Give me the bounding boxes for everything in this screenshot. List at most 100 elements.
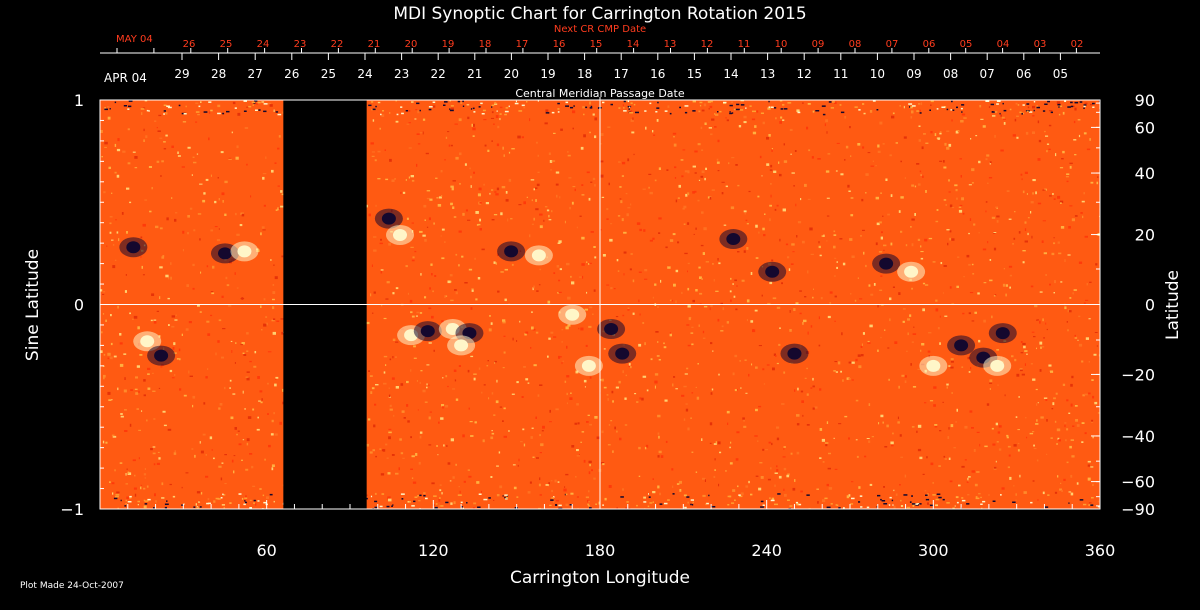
texture-speck xyxy=(104,107,106,109)
texture-speck xyxy=(496,143,500,147)
texture-speck xyxy=(1082,215,1084,219)
texture-speck xyxy=(395,472,399,475)
texture-speck xyxy=(719,451,722,454)
texture-speck xyxy=(119,462,123,464)
texture-speck xyxy=(168,276,170,280)
texture-speck xyxy=(484,144,487,147)
texture-speck xyxy=(1070,383,1073,387)
texture-speck xyxy=(645,444,649,448)
texture-speck xyxy=(1008,454,1011,457)
texture-speck xyxy=(182,249,184,252)
texture-speck xyxy=(955,189,958,192)
texture-speck xyxy=(241,342,245,345)
texture-speck xyxy=(1090,466,1094,468)
texture-speck xyxy=(934,424,938,426)
texture-speck xyxy=(730,299,732,302)
texture-speck xyxy=(943,265,947,267)
texture-speck xyxy=(912,386,917,388)
texture-speck xyxy=(536,141,538,144)
texture-speck xyxy=(712,263,714,265)
texture-speck xyxy=(535,416,537,419)
texture-speck xyxy=(189,207,193,210)
texture-speck xyxy=(493,499,495,501)
texture-speck xyxy=(1099,215,1100,217)
polar-noise-speck xyxy=(277,113,282,116)
texture-speck xyxy=(532,328,536,331)
texture-speck xyxy=(796,109,800,113)
texture-speck xyxy=(406,123,410,125)
texture-speck xyxy=(928,492,930,494)
texture-speck xyxy=(935,504,938,507)
polar-noise-speck xyxy=(491,104,495,107)
texture-speck xyxy=(904,380,907,383)
texture-speck xyxy=(1056,443,1058,445)
texture-speck xyxy=(161,497,165,499)
texture-speck xyxy=(892,286,895,288)
texture-speck xyxy=(182,230,185,234)
polar-noise-speck xyxy=(449,109,454,112)
texture-speck xyxy=(526,196,528,198)
texture-speck xyxy=(989,279,993,282)
texture-speck xyxy=(911,287,913,290)
polar-noise-speck xyxy=(727,495,732,498)
texture-speck xyxy=(800,390,804,393)
y-right-tick-label: −40 xyxy=(1121,427,1155,446)
polar-noise-speck xyxy=(787,102,792,104)
texture-speck xyxy=(567,151,569,153)
texture-speck xyxy=(112,435,117,438)
polar-noise-speck xyxy=(128,105,132,108)
texture-speck xyxy=(411,101,414,103)
polar-noise-speck xyxy=(1044,103,1048,105)
texture-speck xyxy=(561,329,564,331)
texture-speck xyxy=(246,377,250,381)
texture-speck xyxy=(523,106,526,109)
polar-noise-speck xyxy=(558,507,563,509)
texture-speck xyxy=(834,468,838,470)
texture-speck xyxy=(612,450,614,453)
texture-speck xyxy=(409,299,413,303)
texture-speck xyxy=(1085,299,1089,301)
texture-speck xyxy=(1056,428,1061,432)
texture-speck xyxy=(688,317,691,321)
x-tick-label: 60 xyxy=(256,541,276,560)
texture-speck xyxy=(536,290,539,292)
polar-noise-speck xyxy=(262,494,265,497)
texture-speck xyxy=(967,479,970,482)
texture-speck xyxy=(453,369,457,372)
y-axis-left: 10−1 xyxy=(60,91,109,519)
texture-speck xyxy=(615,386,619,389)
texture-speck xyxy=(494,360,497,363)
texture-speck xyxy=(533,217,535,221)
texture-speck xyxy=(795,302,799,305)
texture-speck xyxy=(687,305,691,308)
texture-speck xyxy=(379,127,381,130)
texture-speck xyxy=(144,100,148,102)
texture-speck xyxy=(113,355,117,358)
texture-speck xyxy=(939,342,941,345)
polar-noise-speck xyxy=(981,507,983,509)
texture-speck xyxy=(419,431,423,434)
polar-noise-speck xyxy=(838,507,841,509)
texture-speck xyxy=(101,331,103,334)
texture-speck xyxy=(375,455,377,458)
texture-speck xyxy=(553,132,556,134)
polar-noise-speck xyxy=(1090,504,1094,506)
texture-speck xyxy=(580,441,582,443)
texture-speck xyxy=(218,407,221,410)
polar-noise-speck xyxy=(115,495,119,498)
texture-speck xyxy=(729,446,731,449)
texture-speck xyxy=(241,213,245,217)
texture-speck xyxy=(763,383,766,385)
texture-speck xyxy=(949,480,953,483)
next-cr-day-label: 04 xyxy=(997,39,1010,50)
texture-speck xyxy=(716,158,719,161)
texture-speck xyxy=(1068,310,1072,313)
texture-speck xyxy=(1064,259,1066,262)
texture-speck xyxy=(567,154,571,157)
texture-speck xyxy=(478,187,482,191)
polar-noise-speck xyxy=(729,111,731,113)
texture-speck xyxy=(971,182,974,184)
texture-speck xyxy=(957,256,960,258)
texture-speck xyxy=(280,318,284,320)
